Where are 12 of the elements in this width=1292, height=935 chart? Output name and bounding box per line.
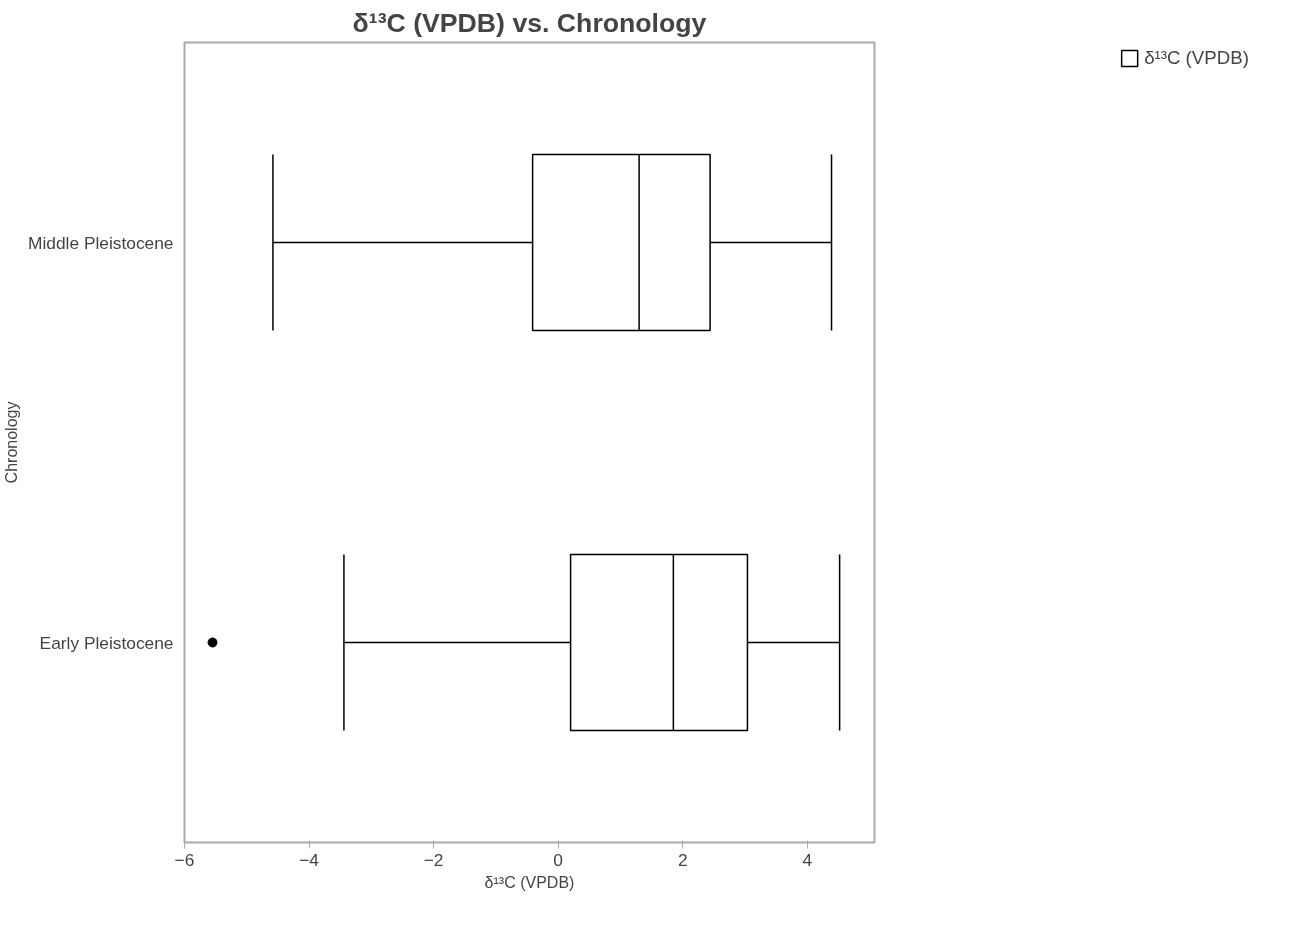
y-axis-title: Chronology [3, 401, 21, 484]
x-tick-label: 4 [802, 849, 813, 870]
chart-title: δ¹³C (VPDB) vs. Chronology [352, 7, 707, 38]
x-tick-label: 0 [553, 849, 563, 870]
x-axis-title: δ¹³C (VPDB) [484, 873, 575, 891]
y-tick-label: Early Pleistocene [39, 632, 174, 653]
y-tick-label: Middle Pleistocene [28, 232, 174, 253]
x-tick-label: −6 [174, 849, 195, 870]
x-tick-label: 2 [677, 849, 688, 870]
legend-label: δ¹³C (VPDB) [1144, 47, 1249, 69]
x-tick-label: −2 [423, 849, 444, 870]
x-tick-label: −4 [299, 849, 320, 870]
